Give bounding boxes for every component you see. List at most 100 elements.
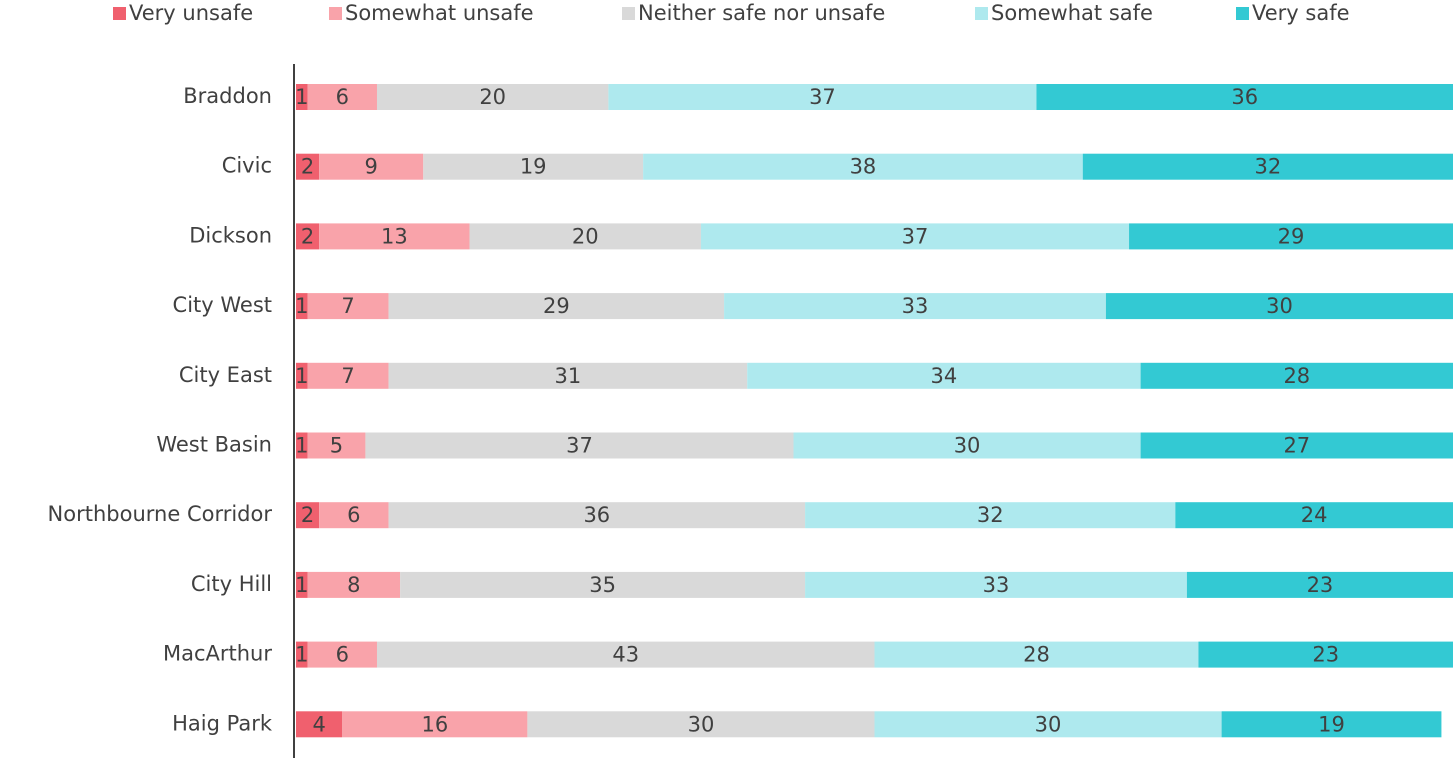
data-label: 30 — [1035, 712, 1062, 736]
data-label: 43 — [612, 643, 639, 667]
data-label: 37 — [566, 434, 593, 458]
data-label: 29 — [543, 294, 570, 318]
y-tick-label: West Basin — [156, 433, 272, 457]
bar-segment — [805, 571, 1187, 598]
data-label: 36 — [1231, 85, 1258, 109]
data-label: 38 — [850, 155, 877, 179]
bar-segment — [1221, 711, 1442, 738]
data-label: 32 — [1255, 155, 1282, 179]
data-label: 33 — [983, 573, 1010, 597]
bar-segment — [376, 641, 875, 668]
bar-segment — [296, 223, 320, 250]
bar-segment — [296, 432, 308, 459]
y-tick-label: Dickson — [189, 223, 272, 247]
legend-swatch — [1236, 7, 1249, 20]
data-label: 30 — [688, 712, 715, 736]
data-label: 24 — [1301, 503, 1328, 527]
bar-segment — [1082, 153, 1453, 180]
bar-segment — [400, 571, 806, 598]
data-label: 30 — [1266, 294, 1293, 318]
data-label: 1 — [295, 294, 308, 318]
data-label: 20 — [479, 85, 506, 109]
data-label: 37 — [809, 85, 836, 109]
bar-segment — [296, 711, 343, 738]
data-label: 9 — [365, 155, 378, 179]
bar-segment — [1175, 502, 1453, 529]
bar-segment — [296, 502, 320, 529]
bar-segment — [700, 223, 1130, 250]
legend-label: Very safe — [1252, 1, 1350, 25]
data-label: 7 — [341, 294, 354, 318]
y-tick-label: Braddon — [183, 84, 272, 108]
data-label: 1 — [295, 643, 308, 667]
data-label: 4 — [312, 712, 325, 736]
bar-segment — [1198, 641, 1453, 668]
data-label: 7 — [341, 364, 354, 388]
bar-segment — [805, 502, 1176, 529]
data-label: 19 — [1318, 712, 1345, 736]
bar-segment — [388, 293, 725, 320]
plot-area: 1 6 20 37 362 9 19 38 322 13 20 37 291 7 29 33 301 7 31 34 2… — [295, 84, 1453, 738]
bar-segment — [296, 641, 308, 668]
bar-segment — [319, 153, 424, 180]
bar-segment — [296, 84, 308, 110]
data-label: 20 — [572, 224, 599, 248]
bar-segment — [423, 153, 644, 180]
y-tick-label: City Hill — [191, 572, 272, 596]
legend-swatch — [975, 7, 988, 20]
legend-swatch — [622, 7, 635, 20]
data-label: 1 — [295, 364, 308, 388]
y-tick-label: Civic — [222, 154, 272, 178]
bar-segment — [724, 293, 1106, 320]
bar-segment — [643, 153, 1083, 180]
data-label: 1 — [295, 85, 308, 109]
data-label: 13 — [381, 224, 408, 248]
bar-segment — [307, 571, 401, 598]
y-tick-label: City West — [173, 293, 272, 317]
bar-segment — [307, 362, 389, 389]
bar-segment — [365, 432, 794, 459]
data-label: 33 — [902, 294, 929, 318]
data-label: 34 — [931, 364, 958, 388]
bar-segment — [296, 362, 308, 389]
bar-segment — [1129, 223, 1453, 250]
data-label: 8 — [347, 573, 360, 597]
data-label: 28 — [1023, 643, 1050, 667]
bar-segment — [388, 502, 806, 529]
y-tick-label: MacArthur — [163, 642, 272, 666]
data-label: 37 — [902, 224, 929, 248]
bar-segment — [1036, 84, 1453, 110]
bar-segment — [874, 641, 1199, 668]
legend-label: Somewhat unsafe — [345, 1, 534, 25]
bar-segment — [319, 223, 470, 250]
bar-segment — [376, 84, 609, 110]
bar-segment — [527, 711, 875, 738]
bar-segment — [307, 432, 366, 459]
data-label: 29 — [1278, 224, 1305, 248]
data-label: 36 — [583, 503, 610, 527]
data-label: 16 — [421, 712, 448, 736]
bar-segment — [296, 571, 308, 598]
legend-swatch — [329, 7, 342, 20]
bar-segment — [747, 362, 1141, 389]
data-label: 6 — [347, 503, 360, 527]
data-label: 2 — [301, 503, 314, 527]
data-label: 2 — [301, 155, 314, 179]
data-label: 23 — [1307, 573, 1334, 597]
bar-segment — [469, 223, 701, 250]
data-label: 27 — [1283, 434, 1310, 458]
legend-swatch — [113, 7, 126, 20]
bar-segment — [307, 641, 377, 668]
bar-segment — [388, 362, 748, 389]
data-label: 1 — [295, 434, 308, 458]
bar-segment — [307, 293, 389, 320]
bar-segment — [296, 153, 320, 180]
data-label: 19 — [520, 155, 547, 179]
y-tick-label: City East — [179, 363, 272, 387]
data-label: 6 — [336, 643, 349, 667]
bar-segment — [1186, 571, 1453, 598]
bar-segment — [307, 84, 377, 110]
bar-segment — [793, 432, 1141, 459]
bar-segment — [874, 711, 1222, 738]
